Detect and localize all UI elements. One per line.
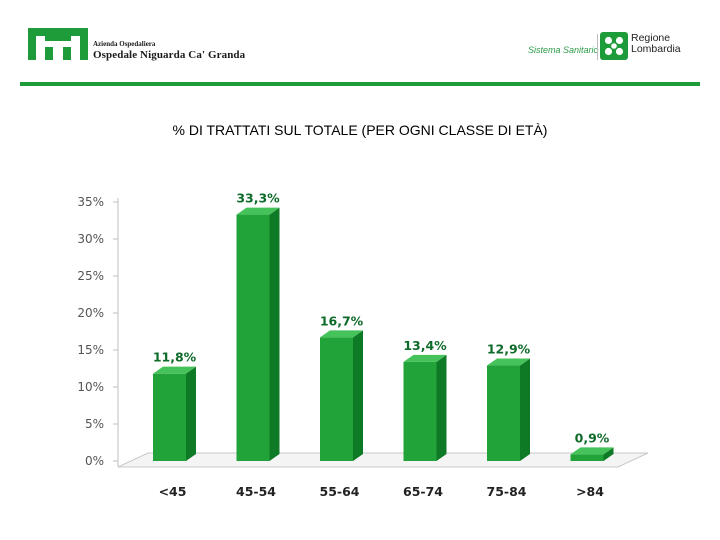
y-tick-label: 15% xyxy=(77,343,104,357)
region-name-line1: Regione xyxy=(631,32,671,44)
data-label: 16,7% xyxy=(320,313,364,328)
bar-side xyxy=(520,358,530,461)
data-label: 12,9% xyxy=(487,342,531,357)
bar xyxy=(403,361,437,461)
bar-side xyxy=(186,366,196,461)
bar xyxy=(236,214,270,461)
regione-lombardia-logo-icon xyxy=(600,32,628,60)
bar-side xyxy=(269,207,280,461)
hospital-name: Ospedale Niguarda Ca' Granda xyxy=(93,49,246,61)
bar-side xyxy=(353,330,363,461)
bar xyxy=(153,373,186,461)
header-divider xyxy=(20,82,700,86)
y-tick-label: 30% xyxy=(77,232,104,246)
region-divider xyxy=(597,34,598,60)
sistema-sanitario-label: Sistema Sanitario xyxy=(528,45,599,55)
y-tick-label: 20% xyxy=(77,306,104,320)
y-tick-label: 0% xyxy=(85,454,104,468)
data-label: 11,8% xyxy=(153,350,197,365)
bar xyxy=(570,454,604,461)
hospital-text: Azienda Ospedaliera Ospedale Niguarda Ca… xyxy=(93,40,245,62)
y-tick-label: 5% xyxy=(85,417,104,431)
y-tick-label: 25% xyxy=(77,269,104,283)
bar-top xyxy=(153,366,196,374)
bar xyxy=(487,365,520,461)
data-label: 13,4% xyxy=(403,338,447,353)
hospital-subtitle: Azienda Ospedaliera xyxy=(93,40,156,48)
bar-top xyxy=(570,447,614,455)
hospital-logo xyxy=(28,28,88,60)
bar xyxy=(320,337,353,461)
region-name: Regione Lombardia xyxy=(631,33,681,55)
bar-side xyxy=(603,447,614,461)
data-label: 0,9% xyxy=(575,430,610,445)
y-tick-label: 35% xyxy=(77,195,104,209)
chart-title: % DI TRATTATI SUL TOTALE (PER OGNI CLASS… xyxy=(172,122,548,138)
header: Azienda Ospedaliera Ospedale Niguarda Ca… xyxy=(0,0,720,90)
y-tick-label: 10% xyxy=(77,380,104,394)
x-tick-label: 55-64 xyxy=(320,484,360,499)
chart-labels: 11,8% <45 33,3% 45-54 16,7% 55-64 13,4% 65-74 12… xyxy=(153,191,610,499)
data-label: 33,3% xyxy=(236,191,280,206)
x-tick-label: 45-54 xyxy=(236,484,276,499)
chart-bars xyxy=(153,207,614,461)
bar-top xyxy=(403,354,447,362)
x-tick-label: >84 xyxy=(576,484,604,499)
bar-top xyxy=(320,330,363,338)
bar-side xyxy=(436,354,447,461)
chart-floor xyxy=(117,452,649,468)
x-tick-label: 65-74 xyxy=(403,484,443,499)
bar-top xyxy=(487,358,530,366)
x-tick-label: <45 xyxy=(159,484,187,499)
bar-top xyxy=(236,207,280,215)
x-tick-label: 75-84 xyxy=(487,484,527,499)
region-name-line2: Lombardia xyxy=(631,43,681,55)
